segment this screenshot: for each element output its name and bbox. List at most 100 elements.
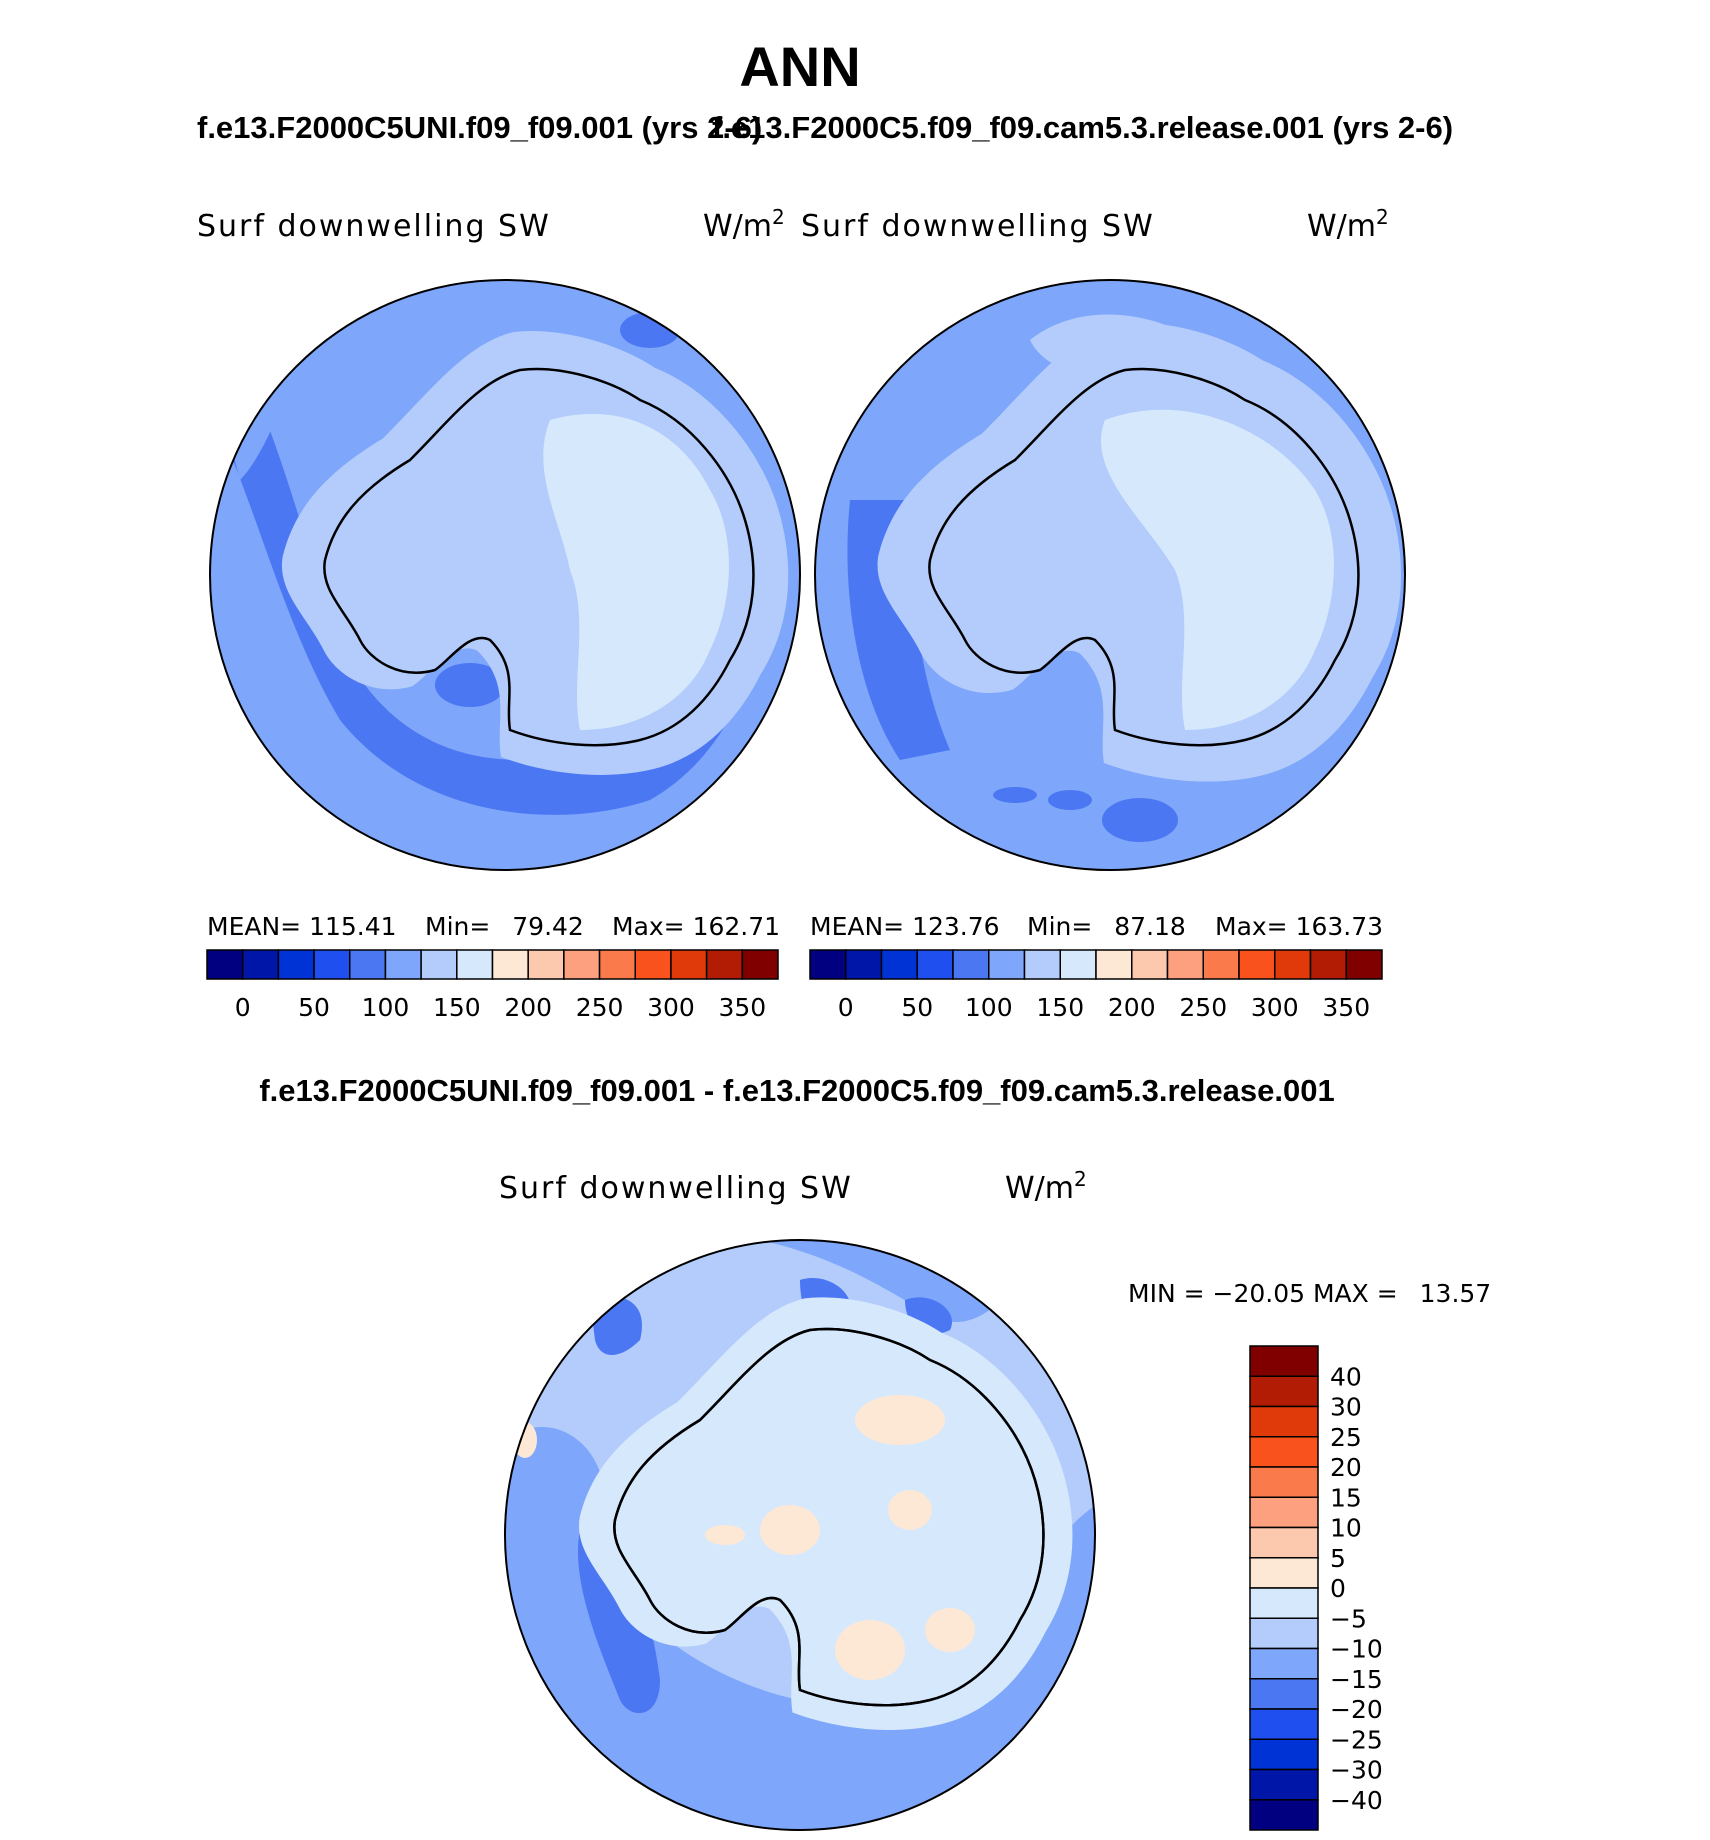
colorbar-left-tick-label: 100 [362,993,410,1022]
stats-max-left: Max= 162.71 [612,912,780,941]
colorbar-difference-swatch [1249,1375,1319,1408]
colorbar-right-swatch [916,949,954,980]
colorbar-right-tick-label: 300 [1251,993,1299,1022]
colorbar-left-swatch [456,949,494,980]
colorbar-difference-swatch [1249,1768,1319,1801]
colorbar-difference-label: −10 [1330,1635,1383,1664]
colorbar-left-tick-label: 200 [504,993,552,1022]
panel-difference: f.e13.F2000C5UNI.f09_f09.001 - f.e13.F20… [259,1073,1491,1831]
case-title-right: f.e13.F2000C5.f09_f09.cam5.3.release.001… [712,110,1453,145]
panel-top-right: f.e13.F2000C5.f09_f09.cam5.3.release.001… [712,110,1453,1022]
case-title-left: f.e13.F2000C5UNI.f09_f09.001 (yrs 2-6) [197,110,762,145]
units-label-left: W/m2 [703,205,785,244]
colorbar-left-swatch [634,949,672,980]
colorbar-left-tick-label: 50 [298,993,330,1022]
colorbar-difference-label: 5 [1330,1544,1346,1573]
colorbar-left-swatch [705,949,744,980]
colorbar-left-swatch [741,949,779,980]
colorbar-right [809,949,1383,980]
stats-max-right: Max= 163.73 [1215,912,1383,941]
colorbar-left-swatch [206,949,244,980]
stats-mean-right: MEAN= 123.76 [810,912,1000,941]
colorbar-right-swatch [1274,949,1312,980]
colorbar-left-swatch [670,949,708,980]
colorbar-difference-swatch [1249,1345,1319,1377]
colorbar-left-tick-label: 250 [576,993,624,1022]
colorbar-right-swatch [1309,949,1347,980]
colorbar-difference-label: 40 [1330,1362,1362,1391]
colorbar-right-swatch [880,949,918,980]
colorbar-right-swatch [1095,949,1133,980]
map-right [815,280,1405,870]
stats-mean-left: MEAN= 115.41 [207,912,397,941]
colorbar-right-swatch [1345,949,1383,980]
colorbar-difference-label: 10 [1330,1514,1362,1543]
colorbar-right-swatch [1023,949,1061,980]
variable-label-right: Surf downwelling SW [801,209,1155,244]
map-left [210,280,800,870]
colorbar-difference-label: 0 [1330,1574,1346,1603]
colorbar-difference-label: −20 [1330,1695,1383,1724]
colorbar-left-tick-label: 300 [647,993,695,1022]
colorbar-difference-label: −15 [1330,1665,1383,1694]
colorbar-difference-swatch [1249,1647,1319,1680]
colorbar-right-tick-label: 50 [901,993,933,1022]
colorbar-difference-swatch [1249,1587,1319,1619]
stats-min-left: Min= 79.42 [425,912,584,941]
stats-min-right: Min= 87.18 [1027,912,1186,941]
variable-label-left: Surf downwelling SW [197,209,551,244]
panel-top-left: f.e13.F2000C5UNI.f09_f09.001 (yrs 2-6) S… [197,110,801,1022]
colorbar-difference-swatch [1249,1405,1319,1438]
colorbar-right-swatch [1059,949,1097,980]
colorbar-left-swatch [384,949,422,980]
colorbar-left-tick-label: 0 [235,993,251,1022]
colorbar-right-tick-label: 350 [1322,993,1370,1022]
colorbar-left-swatch [313,949,351,980]
colorbar-difference-swatch [1249,1678,1319,1710]
diff-case-title: f.e13.F2000C5UNI.f09_f09.001 - f.e13.F20… [259,1073,1334,1108]
colorbar-difference-label: −5 [1330,1604,1367,1633]
main-title: ANN [739,35,860,98]
colorbar-right-swatch [1202,949,1240,980]
colorbar-difference-swatch [1249,1799,1319,1831]
colorbar-difference-label: −40 [1330,1786,1383,1815]
colorbar-difference-swatch [1249,1496,1319,1529]
colorbar-difference-label: −30 [1330,1756,1383,1785]
colorbar-difference [1249,1345,1319,1831]
colorbar-left-swatch [563,949,601,980]
colorbar-left-tick-label: 350 [718,993,766,1022]
colorbar-difference-swatch [1249,1617,1319,1650]
colorbar-difference-swatch [1249,1526,1319,1559]
colorbar-left [206,949,779,980]
colorbar-left-swatch [241,949,280,980]
colorbar-right-swatch [845,949,883,980]
colorbar-left-swatch [420,949,458,980]
colorbar-right-swatch [1131,949,1169,980]
colorbar-difference-swatch [1249,1557,1319,1589]
colorbar-difference-label: 20 [1330,1453,1362,1482]
diff-variable-label: Surf downwelling SW [499,1171,853,1206]
map-difference [505,1240,1095,1830]
colorbar-difference-label: 25 [1330,1423,1362,1452]
colorbar-difference-label: 15 [1330,1483,1362,1512]
colorbar-left-swatch [277,949,315,980]
colorbar-difference-swatch [1249,1738,1319,1771]
colorbar-ticks-right: 0 50 100 150 200 250 300 350 [838,993,1370,1022]
colorbar-left-swatch [527,949,565,980]
colorbar-right-swatch [1166,949,1204,980]
diff-minmax: MIN = −20.05 MAX = 13.57 [1128,1279,1491,1308]
colorbar-right-swatch [1238,949,1276,980]
colorbar-right-tick-label: 100 [965,993,1013,1022]
colorbar-right-tick-label: 250 [1179,993,1227,1022]
colorbar-right-swatch [988,949,1026,980]
units-label-right: W/m2 [1307,205,1389,244]
colorbar-ticks-left: 0 50 100 150 200 250 300 350 [235,993,766,1022]
colorbar-right-swatch [952,949,990,980]
colorbar-right-tick-label: 150 [1036,993,1084,1022]
colorbar-difference-swatch [1249,1436,1319,1468]
colorbar-difference-swatch [1249,1708,1319,1740]
colorbar-right-tick-label: 0 [838,993,854,1022]
diff-units-label: W/m2 [1005,1167,1087,1206]
